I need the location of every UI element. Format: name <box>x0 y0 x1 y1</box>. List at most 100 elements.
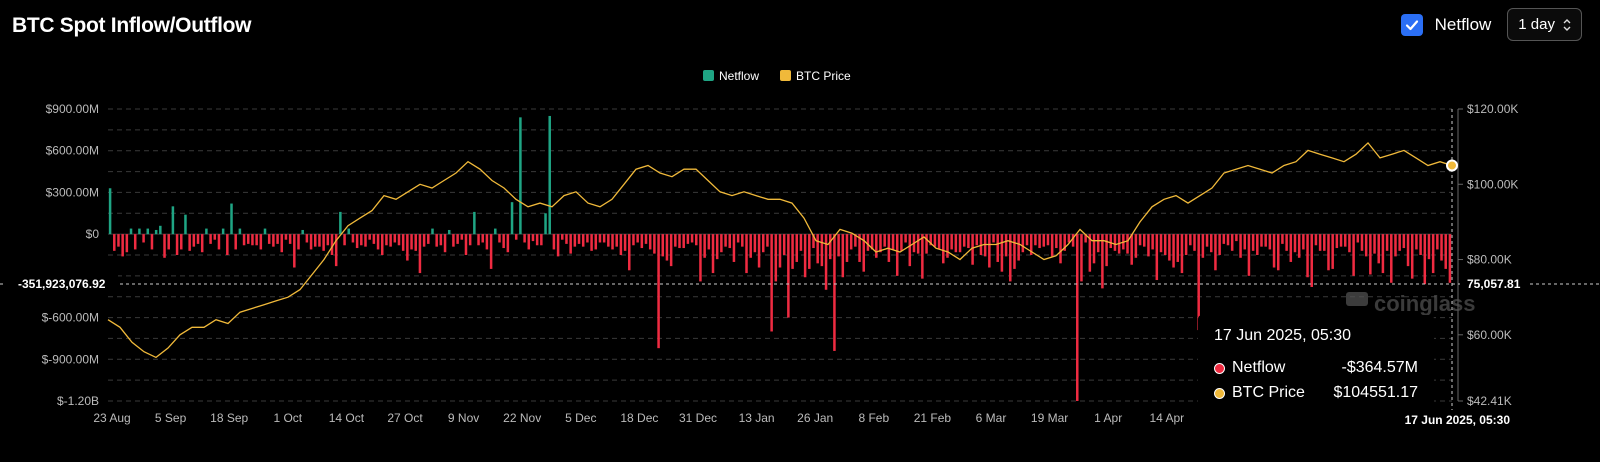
netflow-bar <box>824 234 828 290</box>
netflow-bar <box>699 234 702 282</box>
interval-value: 1 day <box>1518 16 1555 33</box>
netflow-bar <box>318 234 321 247</box>
netflow-bar <box>1189 234 1192 246</box>
netflow-bar <box>435 234 438 247</box>
netflow-bar <box>749 234 752 258</box>
y-right-tick-label: $120.00K <box>1467 102 1518 116</box>
netflow-bar <box>979 234 983 255</box>
netflow-bar <box>808 234 811 269</box>
netflow-bar <box>862 234 865 272</box>
netflow-bar <box>866 234 870 251</box>
netflow-bar <box>452 234 455 247</box>
crosshair-right-label: 75,057.81 <box>1467 277 1521 291</box>
netflow-bar <box>397 234 401 246</box>
netflow-bar <box>1076 234 1079 401</box>
netflow-bar <box>284 234 288 240</box>
netflow-bar <box>393 234 397 243</box>
netflow-bar <box>875 234 878 258</box>
y-left-tick-label: $0 <box>86 227 100 241</box>
netflow-bar <box>1339 234 1343 247</box>
netflow-bar <box>1226 234 1230 246</box>
netflow-bar <box>1230 234 1234 251</box>
netflow-bar <box>1025 234 1029 246</box>
netflow-bar <box>247 234 250 244</box>
netflow-bar <box>1147 234 1150 257</box>
netflow-bar <box>720 234 723 253</box>
netflow-bar <box>611 234 614 250</box>
netflow-bar <box>125 234 129 253</box>
netflow-toggle[interactable]: Netflow <box>1400 13 1491 36</box>
netflow-bar <box>644 234 648 244</box>
netflow-bar <box>527 234 531 250</box>
netflow-bar <box>209 234 212 244</box>
netflow-bar <box>117 234 120 247</box>
netflow-bar <box>933 234 937 247</box>
netflow-bar <box>272 234 275 247</box>
netflow-bar <box>1348 234 1351 253</box>
netflow-bar <box>401 234 405 251</box>
netflow-bar <box>1239 234 1242 258</box>
netflow-bar <box>468 234 472 246</box>
netflow-bar <box>330 234 334 255</box>
netflow-bar <box>1050 234 1054 257</box>
x-tick-label: 22 Nov <box>503 411 541 425</box>
netflow-bar <box>1130 234 1133 265</box>
netflow-bar <box>184 214 187 235</box>
netflow-bar <box>443 234 447 253</box>
y-left-tick-label: $900.00M <box>46 102 99 116</box>
netflow-bar <box>263 228 267 235</box>
netflow-bar <box>1172 234 1175 268</box>
netflow-bar <box>464 234 468 255</box>
netflow-bar <box>828 234 832 260</box>
netflow-bar <box>916 234 920 254</box>
interval-select[interactable]: 1 day <box>1507 8 1582 41</box>
netflow-bar <box>1285 234 1288 251</box>
netflow-bar <box>1323 234 1326 251</box>
netflow-bar <box>1268 234 1272 250</box>
netflow-bar <box>602 234 606 243</box>
netflow-bar <box>267 234 271 244</box>
y-right-tick-label: $100.00K <box>1467 177 1518 191</box>
netflow-bar <box>1021 234 1025 253</box>
y-left-tick-label: $-900.00M <box>42 352 99 366</box>
netflow-dot-icon <box>1214 362 1225 374</box>
x-tick-label: 18 Dec <box>620 411 658 425</box>
netflow-bar <box>192 234 196 247</box>
netflow-bar <box>661 234 665 257</box>
netflow-bar <box>221 228 225 235</box>
netflow-bar <box>1297 234 1301 258</box>
netflow-bar <box>1390 234 1393 283</box>
netflow-bar <box>632 234 635 246</box>
netflow-bar <box>895 234 899 276</box>
y-left-tick-label: $600.00M <box>46 144 99 158</box>
netflow-bar <box>1163 234 1167 255</box>
netflow-bar <box>339 211 342 235</box>
netflow-bar <box>355 234 359 249</box>
netflow-bar <box>607 234 610 247</box>
netflow-bar <box>950 234 953 250</box>
crosshair-left-box <box>6 274 118 294</box>
y-right-tick-label: $42.41K <box>1467 394 1512 408</box>
netflow-bar <box>569 234 572 254</box>
netflow-bar <box>234 234 237 250</box>
netflow-bar <box>1080 234 1083 282</box>
netflow-bar <box>1126 234 1129 254</box>
y-right-tick-label: $60.00K <box>1467 328 1512 342</box>
price-dot-icon <box>1214 387 1225 399</box>
x-tick-label: 31 Dec <box>679 411 717 425</box>
netflow-bar <box>849 234 853 250</box>
netflow-checkbox[interactable] <box>1400 13 1423 36</box>
netflow-bar <box>1034 234 1037 246</box>
netflow-bar <box>820 234 824 267</box>
netflow-bar <box>548 115 551 235</box>
netflow-bar <box>1331 234 1334 269</box>
netflow-bar <box>925 234 928 254</box>
x-axis: 23 Aug 5 Sep 18 Sep 1 Oct 14 Oct 27 Oct 9 Nov 2… <box>93 411 1184 425</box>
netflow-bar <box>1180 234 1184 274</box>
netflow-bar <box>1281 234 1284 244</box>
netflow-bar <box>958 234 962 253</box>
netflow-bar <box>962 234 966 247</box>
netflow-bar <box>1410 234 1414 279</box>
netflow-bar <box>372 234 376 244</box>
